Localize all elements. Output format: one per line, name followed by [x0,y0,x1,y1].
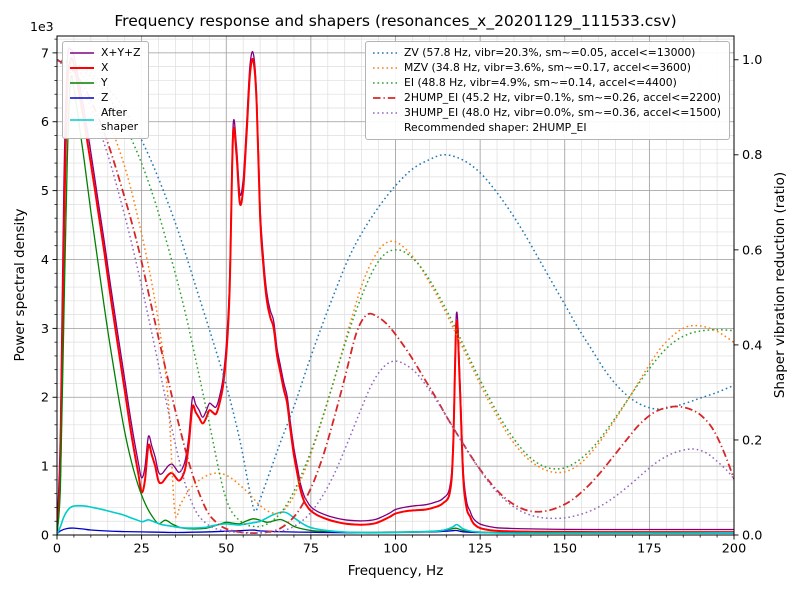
legend-label: X [101,61,109,75]
x-tick-label: 125 [468,542,492,557]
legend-entry: MZV (34.8 Hz, vibr=3.6%, sm~=0.17, accel… [372,61,721,75]
legend-label: After shaper [101,106,139,134]
legend-entry: 3HUMP_EI (48.0 Hz, vibr=0.0%, sm~=0.36, … [372,106,721,120]
legend-entry: X+Y+Z [69,46,140,60]
y-right-tick-label: 0.8 [742,148,762,163]
legend-line-swatch [373,82,398,84]
legend-label: MZV (34.8 Hz, vibr=3.6%, sm~=0.17, accel… [404,61,691,75]
y-right-tick-label: 1.0 [742,53,762,68]
series-2hump_ei [57,59,734,534]
series-y [57,75,734,534]
legend-line-swatch [70,82,94,84]
legend-line-swatch [70,119,94,121]
legend-label: 3HUMP_EI (48.0 Hz, vibr=0.0%, sm~=0.36, … [404,106,721,120]
legend-note: Recommended shaper: 2HUMP_EI [372,121,721,135]
y-right-tick-label: 0.2 [742,433,762,448]
legend-label: Recommended shaper: 2HUMP_EI [404,121,587,135]
series-x [57,56,734,534]
y-left-tick-label: 5 [41,184,49,199]
legend-entry: EI (48.8 Hz, vibr=4.9%, sm~=0.14, accel<… [372,76,721,90]
chart-title: Frequency response and shapers (resonanc… [114,12,677,30]
series-ei [57,59,734,528]
y-left-tick-label: 3 [41,322,49,337]
legend-line-swatch [373,67,398,69]
x-axis-label: Frequency, Hz [347,563,444,579]
legend-line-swatch [372,122,398,134]
legend-line-swatch [373,52,398,54]
x-tick-label: 0 [53,542,61,557]
y-axis-label-left: Power spectral density [12,208,28,362]
legend-label: 2HUMP_EI (45.2 Hz, vibr=0.1%, sm~=0.26, … [404,91,721,105]
legend-entry: After shaper [69,106,140,134]
y-left-tick-label: 0 [41,528,49,543]
y-axis-label-right: Shaper vibration reduction (ratio) [772,171,788,399]
legend-psd: X+Y+Z X Y Z After shaper [62,41,150,140]
legend-entry: X [69,61,140,75]
legend-entry: ZV (57.8 Hz, vibr=20.3%, sm~=0.05, accel… [372,46,721,60]
legend-label: ZV (57.8 Hz, vibr=20.3%, sm~=0.05, accel… [404,46,696,59]
legend-label: Y [101,76,108,90]
x-tick-label: 100 [383,542,407,557]
legend-label: EI (48.8 Hz, vibr=4.9%, sm~=0.14, accel<… [404,76,677,90]
legend-line-swatch [373,112,398,114]
legend-label: Z [101,91,109,105]
y-left-tick-label: 1 [41,460,49,475]
legend-label: X+Y+Z [101,46,141,59]
legend-line-swatch [373,97,398,100]
y-left-tick-label: 6 [41,115,49,130]
legend-entry: Z [69,91,140,105]
x-tick-label: 175 [637,542,661,557]
legend-entry: 2HUMP_EI (45.2 Hz, vibr=0.1%, sm~=0.26, … [372,91,721,105]
y-left-tick-label: 4 [41,253,49,268]
y-right-tick-label: 0.0 [742,528,762,543]
y-axis-offset-text: 1e3 [30,19,54,34]
grid-minor [57,36,734,535]
x-tick-label: 50 [218,542,234,557]
plot-curves [57,47,734,535]
legend-line-swatch [70,67,94,70]
legend-shapers: ZV (57.8 Hz, vibr=20.3%, sm~=0.05, accel… [365,41,730,141]
y-right-tick-label: 0.6 [742,243,762,258]
y-left-tick-label: 2 [41,391,49,406]
y-right-tick-label: 0.4 [742,338,762,353]
series-after [57,504,734,535]
x-tick-label: 150 [553,542,577,557]
legend-line-swatch [70,97,94,99]
x-tick-label: 75 [303,542,319,557]
legend-entry: Y [69,76,140,90]
series-zv [57,59,734,513]
y-left-tick-label: 7 [41,46,49,61]
x-tick-label: 25 [133,542,149,557]
axes: 0 25 50 75 100 125 150 175 200 0 1 2 3 4 5 6 7 0.0 0.2 0.4 0… [41,35,762,557]
x-tick-label: 200 [722,542,746,557]
legend-line-swatch [70,52,94,54]
